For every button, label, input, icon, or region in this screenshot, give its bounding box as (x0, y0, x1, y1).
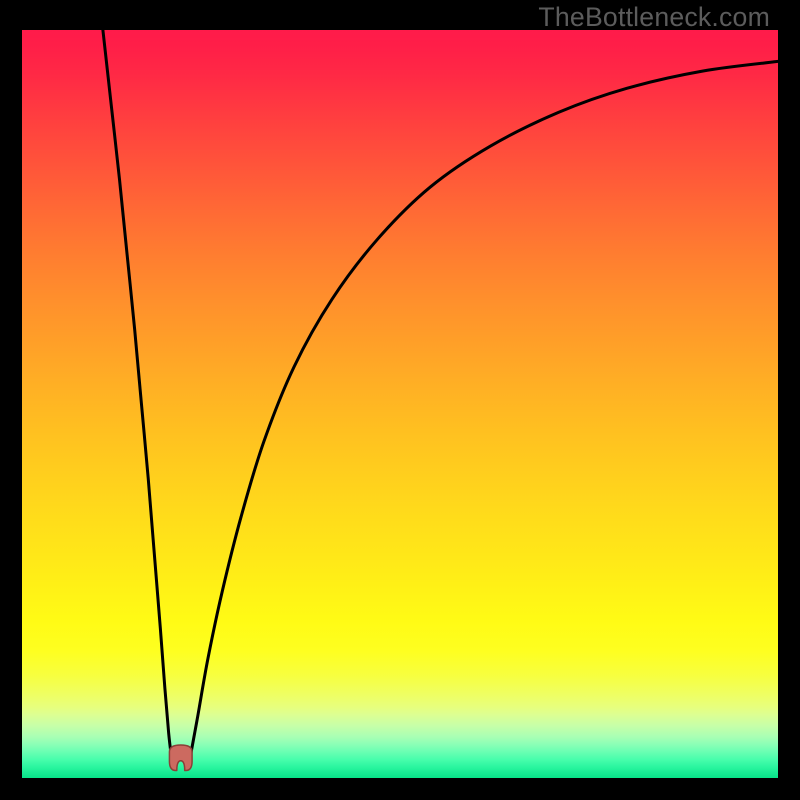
stage: TheBottleneck.com (0, 0, 800, 800)
gradient-background (22, 30, 778, 778)
bottleneck-curve-chart (22, 30, 778, 778)
plot-area (22, 30, 778, 778)
watermark-text: TheBottleneck.com (538, 2, 770, 33)
